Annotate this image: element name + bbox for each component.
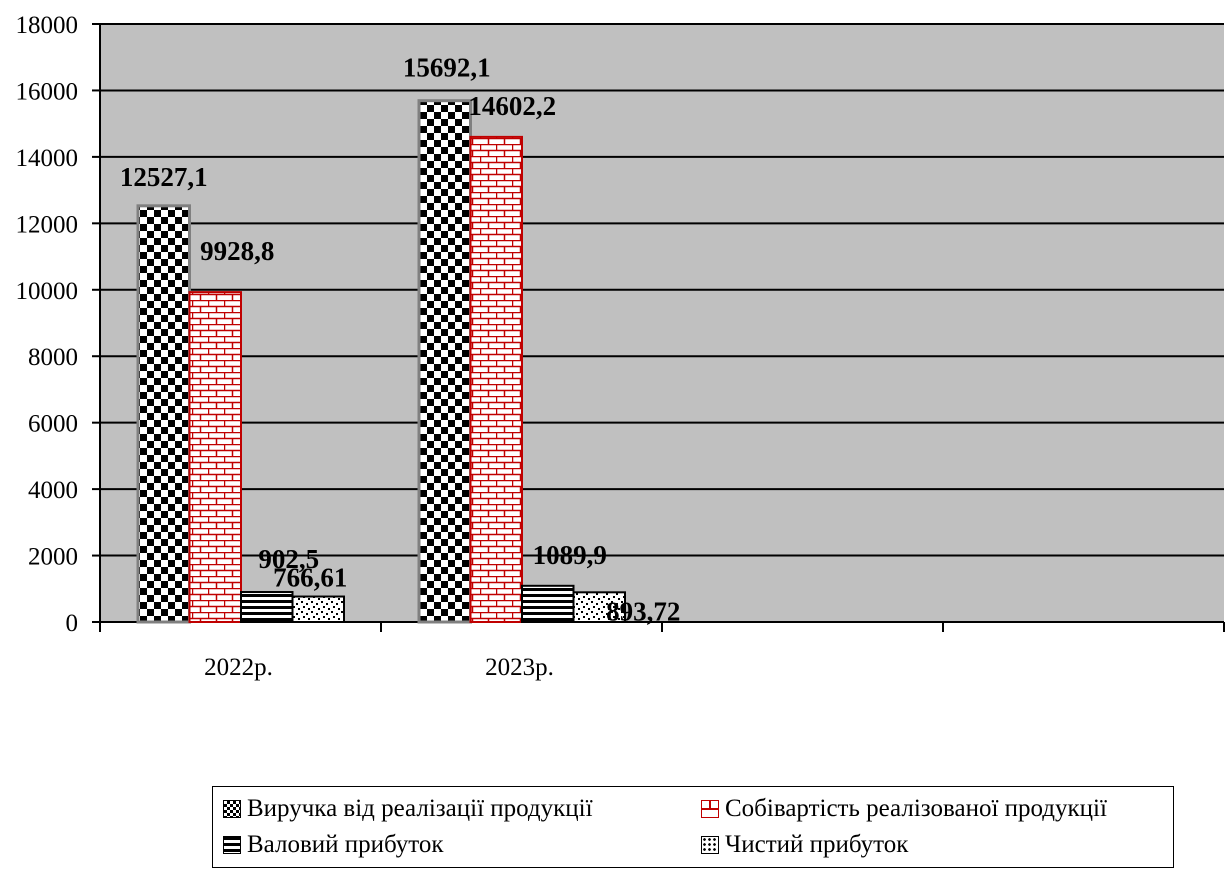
data-label: 15692,1 — [403, 53, 491, 83]
data-label: 893,72 — [606, 596, 680, 626]
bar-2-0 — [240, 591, 294, 624]
data-label: 12527,1 — [120, 162, 208, 192]
legend-label-cost: Собівартість реалізованої продукції — [725, 795, 1107, 822]
legend-swatch-revenue — [223, 800, 241, 818]
legend-label-gross-profit: Валовий прибуток — [247, 831, 444, 858]
legend-item-revenue: Виручка від реалізації продукції — [223, 795, 593, 823]
data-label: 1089,9 — [533, 540, 607, 570]
y-tick-label: 18000 — [16, 12, 79, 39]
data-label: 14602,2 — [468, 91, 556, 121]
y-tick-label: 2000 — [28, 544, 78, 571]
chart-legend: Виручка від реалізації продукції Собівар… — [212, 786, 1174, 868]
y-tick-label: 4000 — [28, 477, 78, 504]
legend-label-net-profit: Чистий прибуток — [725, 831, 909, 858]
bar-3-0 — [291, 595, 345, 623]
legend-swatch-cost — [701, 800, 719, 818]
x-tick-label: 2023р. — [485, 654, 554, 681]
legend-swatch-net-profit — [701, 836, 719, 854]
bar-3-1 — [572, 591, 626, 624]
bar-1-1 — [469, 135, 523, 623]
x-tick-label: 2022р. — [204, 654, 273, 681]
legend-item-net-profit: Чистий прибуток — [701, 831, 908, 859]
bar-1-0 — [188, 291, 242, 623]
plot-area — [100, 24, 1224, 622]
legend-item-gross-profit: Валовий прибуток — [223, 831, 444, 859]
y-tick-label: 14000 — [16, 145, 79, 172]
legend-item-cost: Собівартість реалізованої продукції — [701, 795, 1107, 823]
bar-2-1 — [521, 584, 575, 623]
y-tick-label: 16000 — [16, 78, 79, 105]
data-label: 902,5 — [258, 544, 319, 574]
bar-chart: 0 2000 4000 6000 8000 10000 12000 14000 16000 180… — [16, 12, 1225, 681]
legend-label-revenue: Виручка від реалізації продукції — [247, 795, 593, 822]
bar-0-0 — [136, 204, 191, 624]
bar-0-1 — [417, 99, 472, 624]
y-tick-label: 6000 — [28, 411, 78, 438]
y-tick-label: 8000 — [28, 344, 78, 371]
y-tick-label: 12000 — [16, 211, 79, 238]
y-tick-label: 0 — [66, 610, 79, 637]
data-label: 9928,8 — [200, 236, 274, 266]
y-tick-label: 10000 — [16, 278, 79, 305]
legend-swatch-gross-profit — [223, 836, 241, 854]
data-label: 766,61 — [273, 563, 347, 593]
